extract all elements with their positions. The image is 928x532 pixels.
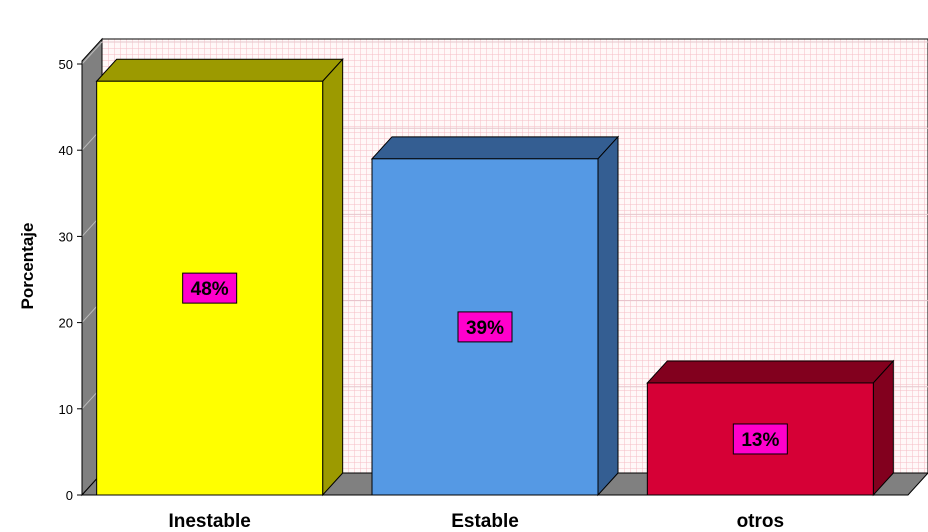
y-tick-label: 10 <box>59 402 73 417</box>
bar-side-face <box>322 57 344 497</box>
data-label-box <box>182 272 238 304</box>
bar-side-face <box>597 135 619 497</box>
x-category-label: Estable <box>451 511 519 532</box>
y-tick-label: 50 <box>59 57 73 72</box>
y-tick-label: 0 <box>66 488 73 503</box>
y-tick-label: 30 <box>59 229 73 244</box>
bar-top-face <box>646 360 895 384</box>
data-label: 48% <box>182 272 238 304</box>
data-label: 39% <box>457 311 513 343</box>
bar-inestable <box>95 57 344 497</box>
x-category-label: otros <box>737 511 785 532</box>
x-category-label: Inestable <box>168 511 250 532</box>
data-label: 13% <box>732 423 788 455</box>
data-label-text: 48% <box>191 279 229 300</box>
y-tick-label: 40 <box>59 143 73 158</box>
gridline-side <box>81 41 103 65</box>
bar-side-face <box>872 359 894 497</box>
data-label-text: 39% <box>466 318 504 339</box>
data-label-box <box>732 423 788 455</box>
bar-top-face <box>95 58 344 82</box>
data-label-text: 13% <box>741 430 779 451</box>
y-axis-title: Porcentaje <box>18 223 37 310</box>
data-label-box <box>457 311 513 343</box>
bar-top-face <box>370 136 620 160</box>
bar-otros <box>646 359 895 497</box>
y-tick-label: 20 <box>59 316 73 331</box>
